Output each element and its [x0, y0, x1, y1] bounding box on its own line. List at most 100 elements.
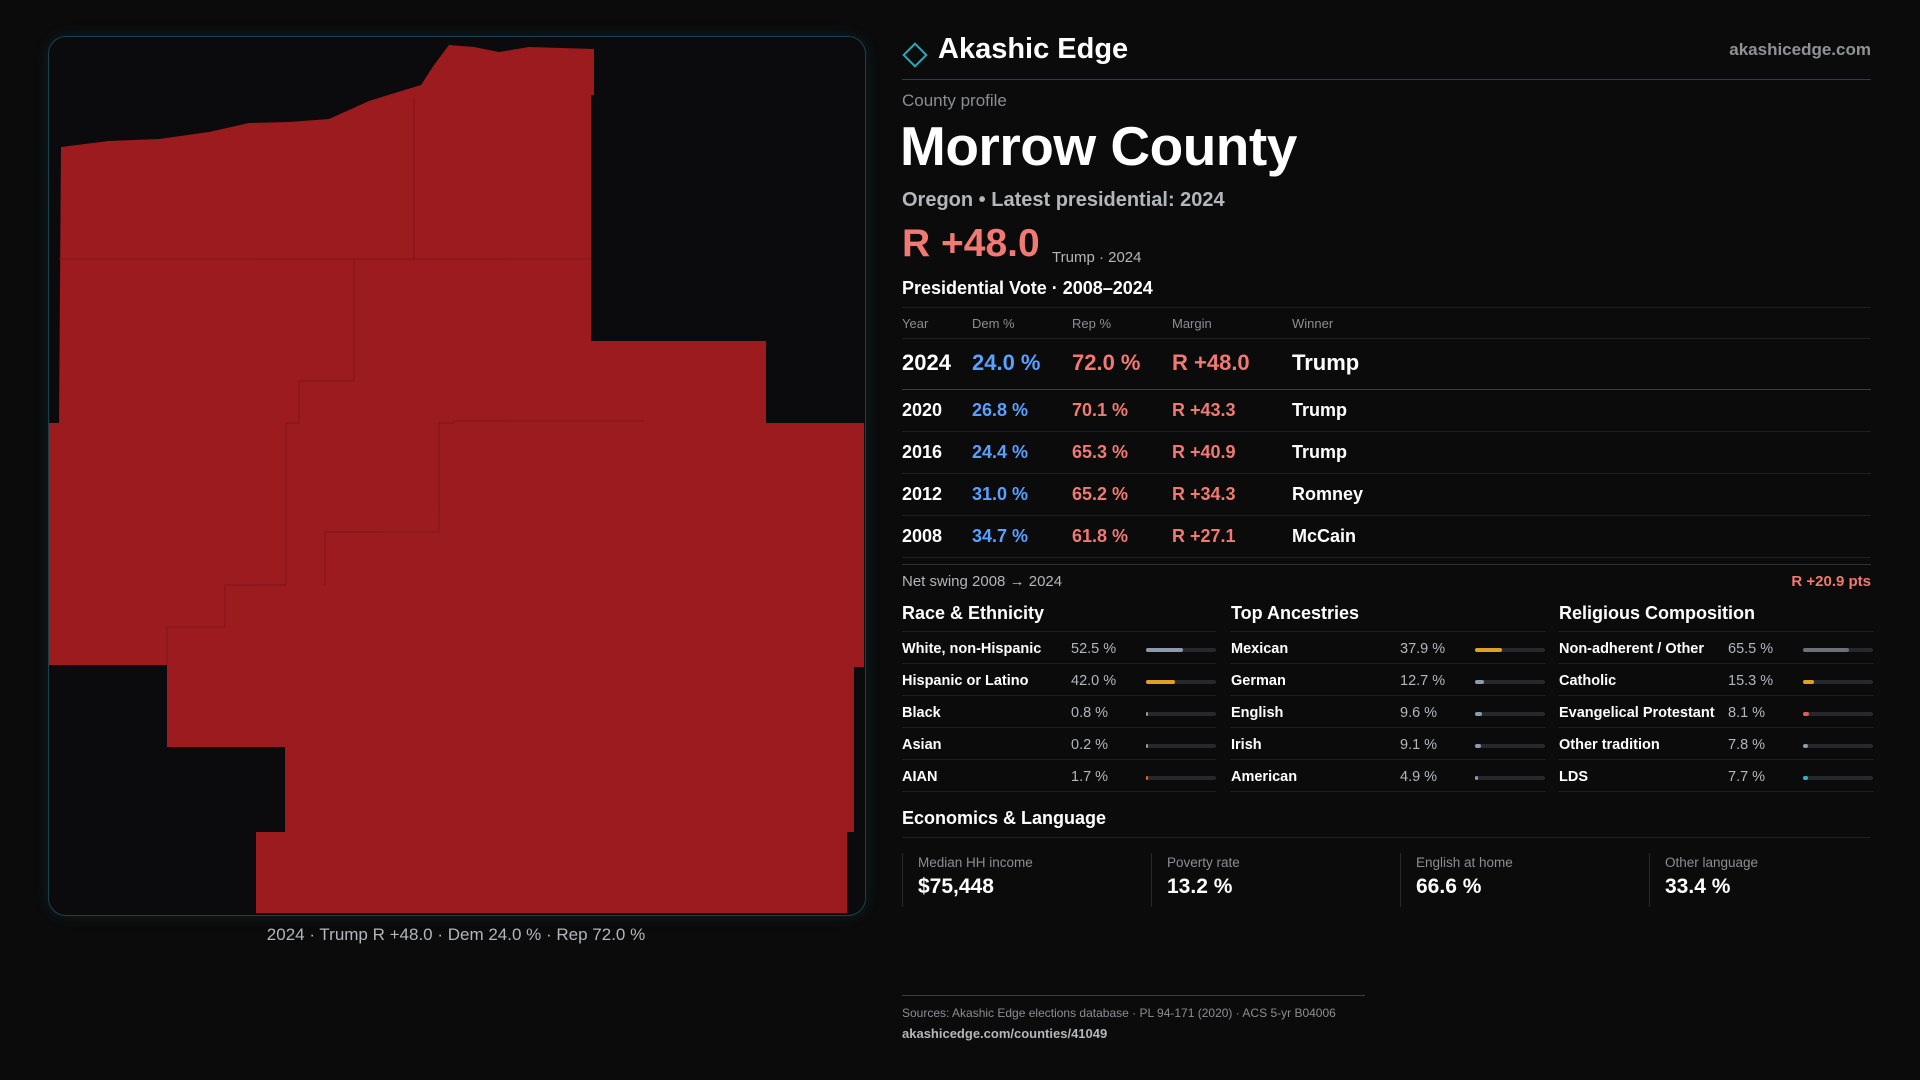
list-item: Catholic 15.3 %: [1559, 664, 1873, 696]
cell-margin: R +48.0: [1172, 350, 1250, 375]
bar-fill: [1146, 648, 1183, 652]
item-value: 12.7 %: [1400, 673, 1446, 689]
headline-margin-note: Trump · 2024: [1052, 249, 1142, 266]
county-map-panel: [48, 36, 866, 916]
economics-title: Economics & Language: [902, 808, 1107, 828]
bar-fill: [1475, 712, 1482, 716]
item-label: Evangelical Protestant: [1559, 705, 1715, 721]
list-item: Hispanic or Latino 42.0 %: [902, 664, 1216, 696]
cell-winner: Trump: [1292, 442, 1348, 462]
bar-track: [1475, 744, 1545, 748]
item-label: Black: [902, 705, 941, 721]
bar-track: [1475, 648, 1545, 652]
item-label: English: [1231, 705, 1284, 721]
header-year: Year: [902, 316, 929, 331]
econ-value: 66.6 %: [1416, 875, 1482, 898]
item-label: Asian: [902, 737, 942, 753]
county-shape: [49, 45, 864, 913]
county-subtitle: Oregon • Latest presidential: 2024: [902, 189, 1225, 211]
econ-stat-poverty-rate: Poverty rate 13.2 %: [1151, 853, 1240, 907]
item-label: Mexican: [1231, 641, 1289, 657]
header-divider: [902, 79, 1871, 80]
bar-fill: [1146, 712, 1148, 716]
brand-url-link[interactable]: akashicedge.com: [1729, 40, 1871, 59]
bar-fill: [1803, 680, 1814, 684]
bar-track: [1803, 680, 1873, 684]
bar-track: [1803, 776, 1873, 780]
item-label: Irish: [1231, 737, 1262, 753]
econ-value: $75,448: [918, 875, 994, 898]
econ-stat-english-at-home: English at home 66.6 %: [1400, 853, 1513, 907]
bar-track: [1475, 712, 1545, 716]
net-swing-value: R +20.9 pts: [1791, 573, 1871, 590]
vote-section-title: Presidential Vote · 2008–2024: [902, 278, 1153, 298]
cell-rep: 65.3 %: [1072, 442, 1129, 462]
item-label: Catholic: [1559, 673, 1617, 689]
bar-track: [1475, 680, 1545, 684]
table-row: 2016 24.4 % 65.3 % R +40.9 Trump: [902, 432, 1871, 474]
table-row: 2020 26.8 % 70.1 % R +43.3 Trump: [902, 390, 1871, 432]
item-value: 0.2 %: [1071, 737, 1109, 753]
swing-divider: [902, 564, 1871, 565]
header-rep: Rep %: [1072, 316, 1112, 331]
cell-year: 2020: [902, 400, 943, 420]
race-ethnicity-title: Race & Ethnicity: [902, 603, 1216, 632]
item-value: 65.5 %: [1728, 641, 1774, 657]
economics-divider: [902, 837, 1871, 838]
item-value: 52.5 %: [1071, 641, 1117, 657]
county-page-link[interactable]: akashicedge.com/counties/41049: [902, 1026, 1108, 1041]
item-value: 8.1 %: [1728, 705, 1766, 721]
item-label: AIAN: [902, 769, 938, 785]
religious-composition-title: Religious Composition: [1559, 603, 1873, 632]
top-ancestries-title: Top Ancestries: [1231, 603, 1545, 632]
cell-year: 2008: [902, 526, 943, 546]
cell-winner: Trump: [1292, 400, 1348, 420]
econ-label: Other language: [1665, 855, 1759, 870]
list-item: Irish 9.1 %: [1231, 728, 1545, 760]
header-dem: Dem %: [972, 316, 1015, 331]
cell-dem: 24.0 %: [972, 350, 1041, 375]
bar-fill: [1475, 680, 1484, 684]
bar-fill: [1475, 648, 1502, 652]
headline-margin: R +48.0: [902, 222, 1040, 265]
map-caption: 2024 · Trump R +48.0 · Dem 24.0 % · Rep …: [266, 925, 646, 944]
list-item: White, non-Hispanic 52.5 %: [902, 632, 1216, 664]
item-label: German: [1231, 673, 1286, 689]
list-item: American 4.9 %: [1231, 760, 1545, 792]
bar-fill: [1803, 776, 1809, 780]
top-ancestries-section: Top Ancestries Mexican 37.9 % German 12.7 %…: [1231, 603, 1545, 792]
bar-fill: [1803, 648, 1849, 652]
cell-rep: 72.0 %: [1072, 350, 1141, 375]
item-value: 15.3 %: [1728, 673, 1774, 689]
cell-dem: 31.0 %: [972, 484, 1029, 504]
cell-rep: 61.8 %: [1072, 526, 1129, 546]
cell-dem: 24.4 %: [972, 442, 1029, 462]
bar-fill: [1803, 712, 1809, 716]
bar-fill: [1146, 680, 1176, 684]
bar-track: [1146, 776, 1216, 780]
table-row: 2024 24.0 % 72.0 % R +48.0 Trump: [902, 339, 1871, 390]
list-item: AIAN 1.7 %: [902, 760, 1216, 792]
cell-winner: Romney: [1292, 484, 1364, 504]
religious-composition-section: Religious Composition Non-adherent / Oth…: [1559, 603, 1873, 792]
cell-winner: McCain: [1292, 526, 1357, 546]
bar-track: [1475, 776, 1545, 780]
bar-fill: [1146, 744, 1148, 748]
item-value: 4.9 %: [1400, 769, 1438, 785]
item-value: 1.7 %: [1071, 769, 1109, 785]
county-map: [49, 45, 864, 913]
sources-text: Sources: Akashic Edge elections database…: [902, 1006, 1336, 1020]
cell-year: 2016: [902, 442, 943, 462]
cell-margin: R +27.1: [1172, 526, 1236, 546]
cell-margin: R +34.3: [1172, 484, 1236, 504]
list-item: Asian 0.2 %: [902, 728, 1216, 760]
econ-stat-median-income: Median HH income $75,448: [902, 853, 1033, 907]
item-value: 9.1 %: [1400, 737, 1438, 753]
precinct-boundaries: [59, 97, 644, 665]
list-item: Black 0.8 %: [902, 696, 1216, 728]
table-row: 2012 31.0 % 65.2 % R +34.3 Romney: [902, 474, 1871, 516]
list-item: English 9.6 %: [1231, 696, 1545, 728]
cell-dem: 26.8 %: [972, 400, 1029, 420]
bar-track: [1803, 648, 1873, 652]
econ-label: Median HH income: [918, 855, 1033, 870]
